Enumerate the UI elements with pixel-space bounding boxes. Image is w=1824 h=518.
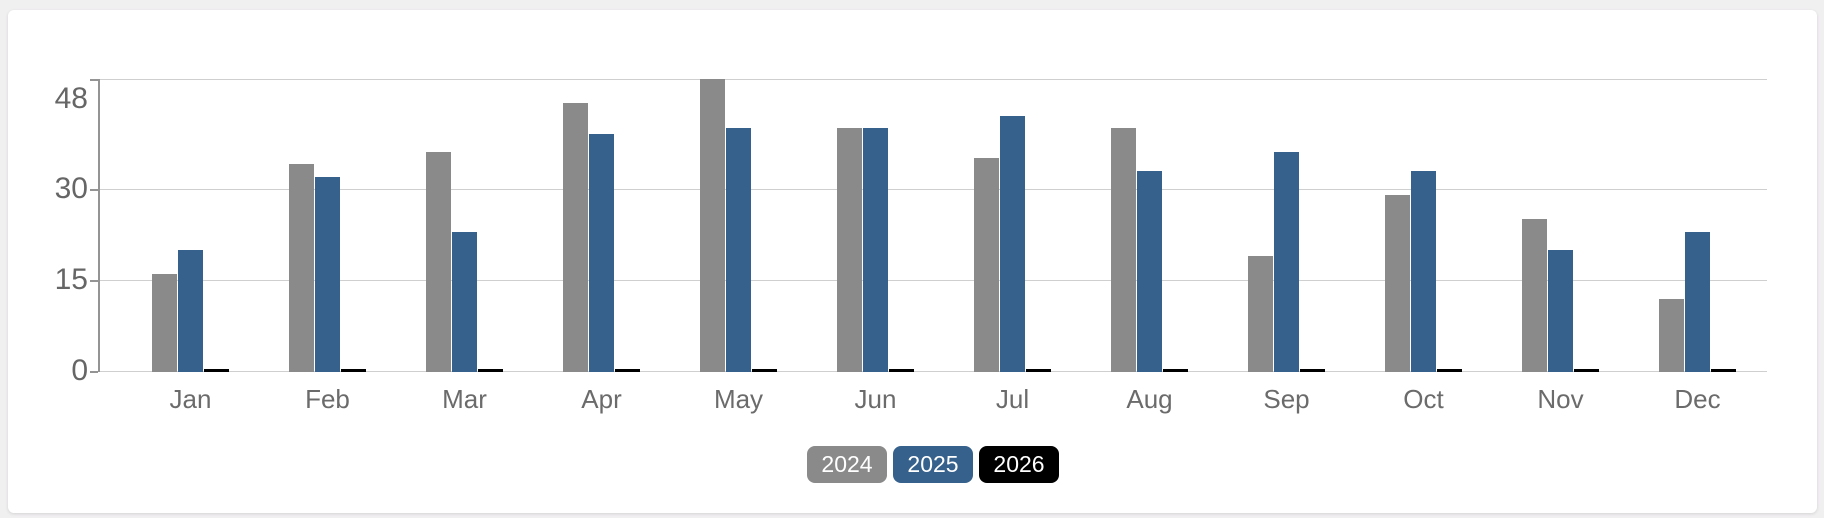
bar-2026-may[interactable] bbox=[752, 369, 777, 372]
bar-2024-dec[interactable] bbox=[1659, 299, 1684, 372]
bar-2025-nov[interactable] bbox=[1548, 250, 1573, 372]
bar-2024-jun[interactable] bbox=[837, 128, 862, 372]
bar-2024-jan[interactable] bbox=[152, 274, 177, 372]
x-axis-label-oct: Oct bbox=[1403, 384, 1444, 414]
bar-2024-sep[interactable] bbox=[1248, 256, 1273, 372]
bar-2025-feb[interactable] bbox=[315, 177, 340, 372]
bar-2024-aug[interactable] bbox=[1111, 128, 1136, 372]
bar-2025-jan[interactable] bbox=[178, 250, 203, 372]
bar-2024-nov[interactable] bbox=[1522, 219, 1547, 372]
bar-2026-dec[interactable] bbox=[1711, 369, 1736, 372]
bar-2026-jun[interactable] bbox=[889, 369, 914, 372]
bar-2026-jul[interactable] bbox=[1026, 369, 1051, 372]
y-axis-label-0: 0 bbox=[71, 354, 88, 387]
x-axis-label-jun: Jun bbox=[854, 384, 897, 414]
bar-2024-feb[interactable] bbox=[289, 164, 314, 372]
bar-2024-apr[interactable] bbox=[563, 103, 588, 372]
legend-button-2024[interactable]: 2024 bbox=[807, 446, 887, 483]
bar-2025-dec[interactable] bbox=[1685, 232, 1710, 372]
bar-2025-jun[interactable] bbox=[863, 128, 888, 372]
y-axis-label-30: 30 bbox=[54, 172, 88, 205]
gridline-0 bbox=[100, 371, 1767, 372]
y-axis-tick-0 bbox=[90, 371, 98, 373]
x-axis-label-jan: Jan bbox=[169, 384, 212, 414]
bar-2026-aug[interactable] bbox=[1163, 369, 1188, 372]
x-axis-label-sep: Sep bbox=[1263, 384, 1310, 414]
x-axis-label-may: May bbox=[713, 384, 764, 414]
bar-2024-oct[interactable] bbox=[1385, 195, 1410, 372]
y-axis-line bbox=[98, 79, 100, 372]
bar-2025-mar[interactable] bbox=[452, 232, 477, 372]
plot-area: 0 15 30 48 Jan Feb Mar Apr May Jun Jul Aug Sep Oct Nov… bbox=[55, 79, 1767, 413]
bar-2024-jul[interactable] bbox=[974, 158, 999, 372]
legend-button-2025[interactable]: 2025 bbox=[893, 446, 973, 483]
y-axis-label-15: 15 bbox=[54, 263, 88, 296]
bar-2025-apr[interactable] bbox=[589, 134, 614, 372]
bar-2026-jan[interactable] bbox=[204, 369, 229, 372]
x-axis-label-jul: Jul bbox=[995, 384, 1030, 414]
bar-2026-nov[interactable] bbox=[1574, 369, 1599, 372]
bar-2025-sep[interactable] bbox=[1274, 152, 1299, 372]
bar-2025-oct[interactable] bbox=[1411, 171, 1436, 372]
y-axis-tick-30 bbox=[90, 189, 98, 191]
bar-2026-apr[interactable] bbox=[615, 369, 640, 372]
bar-2026-oct[interactable] bbox=[1437, 369, 1462, 372]
x-axis-label-dec: Dec bbox=[1674, 384, 1721, 414]
bar-2026-mar[interactable] bbox=[478, 369, 503, 372]
bar-2024-mar[interactable] bbox=[426, 152, 451, 372]
x-axis-label-mar: Mar bbox=[442, 384, 487, 414]
y-axis-tick-48 bbox=[90, 79, 98, 81]
x-axis-label-nov: Nov bbox=[1537, 384, 1584, 414]
chart-card: 0 15 30 48 Jan Feb Mar Apr May Jun Jul Aug Sep Oct Nov… bbox=[8, 10, 1817, 513]
bar-2026-sep[interactable] bbox=[1300, 369, 1325, 372]
chart-legend: 2024 2025 2026 bbox=[807, 446, 1059, 483]
x-axis-label-feb: Feb bbox=[305, 384, 350, 414]
x-axis-label-apr: Apr bbox=[581, 384, 622, 414]
legend-button-2026[interactable]: 2026 bbox=[979, 446, 1059, 483]
gridline-30 bbox=[100, 189, 1767, 190]
y-axis-label-48: 48 bbox=[54, 82, 88, 115]
gridline-48 bbox=[100, 79, 1767, 80]
bar-2025-aug[interactable] bbox=[1137, 171, 1162, 372]
x-axis-label-aug: Aug bbox=[1126, 384, 1173, 414]
bar-2025-may[interactable] bbox=[726, 128, 751, 372]
bar-2025-jul[interactable] bbox=[1000, 116, 1025, 372]
bar-2026-feb[interactable] bbox=[341, 369, 366, 372]
y-axis-tick-15 bbox=[90, 280, 98, 282]
gridline-15 bbox=[100, 280, 1767, 281]
bar-2024-may[interactable] bbox=[700, 79, 725, 372]
